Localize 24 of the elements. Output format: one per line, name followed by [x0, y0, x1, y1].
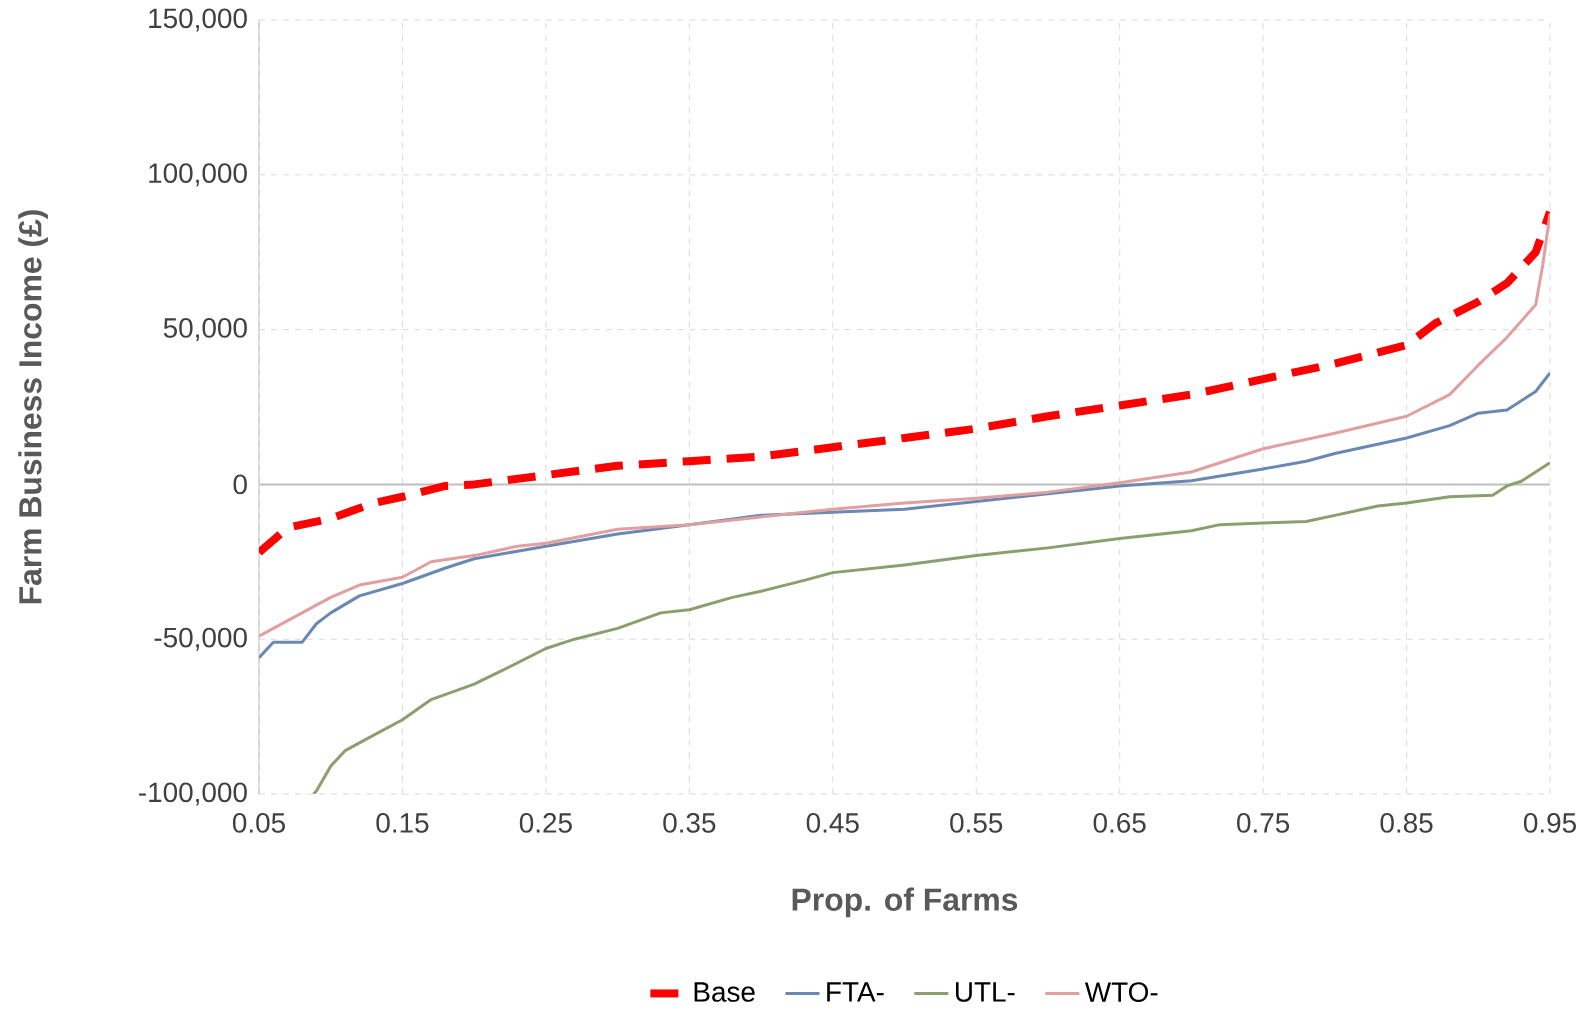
y-tick-label: 100,000 [149, 163, 247, 187]
legend-label: Base [694, 982, 755, 1002]
x-tick-label: 0.25 [519, 813, 572, 833]
x-tick-label: 0.35 [663, 813, 716, 833]
legend-label: UTL- [955, 982, 1015, 1002]
y-axis-title: Farm Business Income (£) [18, 210, 48, 604]
y-tick-label: 0 [233, 474, 247, 495]
legend-label: WTO- [1084, 982, 1158, 1002]
x-tick-label: 0.05 [232, 813, 285, 833]
x-tick-label: 0.85 [1380, 813, 1433, 833]
y-tick-label: 150,000 [149, 8, 247, 32]
y-tick-label: 50,000 [163, 318, 247, 342]
y-tick-label: -100,000 [139, 782, 247, 806]
x-axis-title: Prop. of Farms [792, 887, 1018, 918]
legend-label: FTA- [827, 982, 884, 1002]
line-series [259, 211, 1551, 638]
x-tick-label: 0.95 [1523, 813, 1576, 833]
x-tick-label: 0.45 [806, 813, 859, 833]
x-tick-label: 0.75 [1237, 813, 1290, 833]
y-tick-label: -50,000 [154, 627, 247, 651]
x-tick-label: 0.65 [1093, 813, 1146, 833]
line-series [312, 461, 1551, 794]
x-tick-label: 0.15 [376, 813, 429, 833]
x-tick-label: 0.55 [950, 813, 1003, 833]
